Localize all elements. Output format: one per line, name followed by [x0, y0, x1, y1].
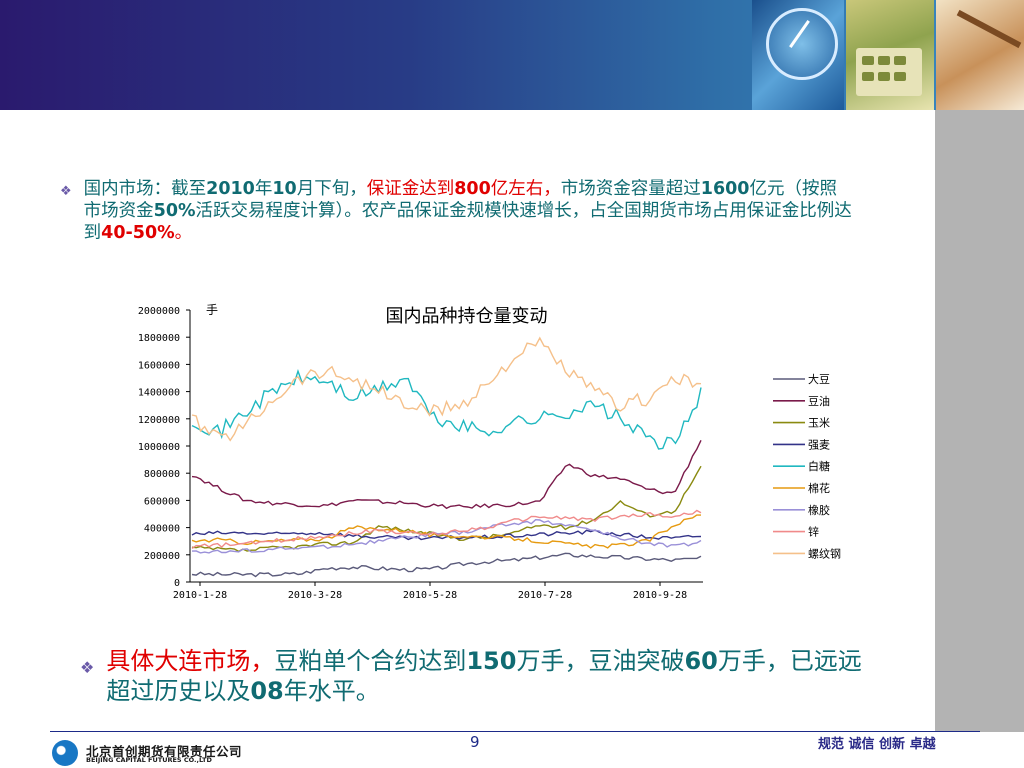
company-logo: 北京首创期货有限责任公司 BEIJING CAPITAL FUTURES CO.…: [52, 738, 272, 766]
x-tick-label: 2010-9-28: [633, 590, 687, 601]
y-tick-label: 400000: [144, 524, 180, 535]
legend-label: 大豆: [808, 372, 830, 386]
y-tick-label: 1200000: [138, 415, 180, 426]
legend-label: 螺纹钢: [808, 546, 841, 560]
calculator-icon: [856, 48, 922, 96]
series-line: [191, 552, 702, 578]
logo-icon: [52, 740, 78, 766]
legend-label: 玉米: [808, 417, 830, 430]
footer-divider: [50, 731, 980, 732]
y-tick-label: 1800000: [138, 333, 180, 344]
y-tick-label: 0: [174, 578, 180, 589]
chart-title: 国内品种持仓量变动: [386, 306, 548, 327]
pen-icon: [956, 9, 1022, 49]
y-tick-label: 2000000: [138, 306, 180, 317]
x-tick-label: 2010-7-28: [518, 590, 572, 601]
y-tick-label: 1000000: [138, 442, 180, 453]
clock-photo: [752, 0, 844, 110]
position-chart: 0 200000 400000 600000 800000 1000000 1200000 1…: [118, 292, 878, 610]
x-tick-label: 2010-5-28: [403, 590, 457, 601]
y-tick-label: 800000: [144, 469, 180, 480]
series-line: [191, 514, 701, 549]
bullet-paragraph-2: ❖ 具体大连市场，豆粕单个合约达到150万手，豆油突破60万手，已远远超过历史以…: [80, 646, 890, 706]
legend-label: 白糖: [808, 459, 830, 473]
chart-svg: 0 200000 400000 600000 800000 1000000 1200000 1…: [138, 303, 841, 601]
legend-label: 锌: [808, 525, 819, 539]
y-tick-label: 1600000: [138, 360, 180, 371]
series-line: [191, 509, 702, 549]
bullet-icon: ❖: [80, 658, 95, 677]
paragraph-text: 具体大连市场，豆粕单个合约达到150万手，豆油突破60万手，已远远超过历史以及0…: [106, 647, 862, 705]
legend-label: 强麦: [808, 438, 830, 451]
logo-name-cn: 北京首创期货有限责任公司: [86, 744, 243, 759]
clock-icon: [766, 8, 838, 80]
y-tick-label: 600000: [144, 496, 180, 507]
y-tick-label: 200000: [144, 551, 180, 562]
y-axis-label: 手: [206, 303, 218, 317]
calculator-photo: [846, 0, 934, 110]
x-tick-label: 2010-3-28: [288, 590, 342, 601]
legend-label: 豆油: [808, 394, 830, 408]
paragraph-text: 国内市场：截至2010年10月下旬，保证金达到800亿左右，市场资金容量超过16…: [83, 179, 852, 243]
x-tick-label: 2010-1-28: [173, 590, 227, 601]
series-line: [191, 369, 702, 450]
page-number: 9: [470, 733, 480, 751]
slogan: 规范 诚信 创新 卓越: [818, 737, 936, 752]
bullet-icon: ❖: [60, 184, 72, 199]
y-tick-label: 1400000: [138, 388, 180, 399]
bullet-paragraph-1: ❖ 国内市场：截至2010年10月下旬，保证金达到800亿左右，市场资金容量超过…: [60, 178, 870, 244]
series-line: [191, 440, 702, 510]
series-line: [191, 529, 702, 541]
series-line: [191, 336, 702, 442]
right-sidebar: [935, 110, 1024, 732]
logo-name-en: BEIJING CAPITAL FUTURES CO.,LTD: [86, 756, 212, 764]
legend-label: 棉花: [808, 481, 830, 495]
pen-photo: [936, 0, 1024, 110]
legend-label: 橡胶: [808, 503, 830, 517]
